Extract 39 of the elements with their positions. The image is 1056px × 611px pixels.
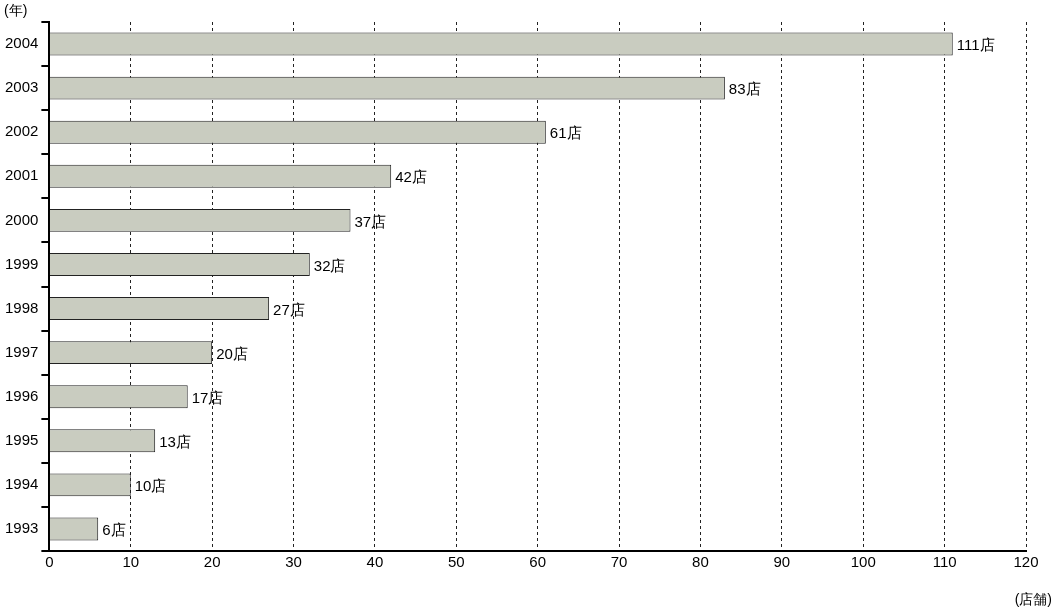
x-tick-label: 60 [529,553,547,571]
y-tick-label: 2003 [4,78,39,96]
data-label: 27店 [273,300,305,318]
x-tick-label: 120 [1013,553,1039,571]
data-label: 42店 [395,168,427,186]
x-tick-label: 100 [850,553,876,571]
data-label: 13店 [159,432,191,450]
x-tick-label: 10 [122,553,140,571]
x-tick-label: 50 [447,553,465,571]
y-tick-label: 1995 [4,430,39,448]
x-tick-label: 40 [366,553,384,571]
data-label: 20店 [216,344,248,362]
x-tick-label: 70 [610,553,628,571]
y-tick-label: 2004 [4,34,39,52]
data-label: 10店 [134,477,167,495]
y-tick-label: 1997 [4,342,39,360]
y-tick-label: 1999 [4,254,39,272]
y-tick-label: 2000 [4,210,39,228]
x-tick-label: 80 [692,553,709,571]
data-label: 83店 [728,80,761,98]
data-label: 6店 [102,521,126,539]
x-tick-label: 30 [285,553,302,571]
x-axis-title: (店舗) [1014,590,1052,607]
y-tick-label: 1993 [4,519,39,537]
data-label: 61店 [549,124,582,142]
y-tick-label: 2001 [4,166,39,184]
y-tick-label: 2002 [4,122,39,140]
data-label: 32店 [313,256,346,274]
x-tick-label: 90 [773,553,791,571]
x-tick-label: 20 [203,553,221,571]
y-axis-title: (年) [4,1,28,18]
data-label: 17店 [191,388,224,406]
y-tick-label: 1994 [4,475,39,493]
y-tick-label: 1998 [4,298,39,316]
data-label: 37店 [354,212,387,230]
data-label: 111店 [956,36,995,54]
y-tick-label: 1996 [4,386,39,404]
x-tick-label: 110 [932,553,957,571]
x-tick-label: 0 [45,553,54,571]
